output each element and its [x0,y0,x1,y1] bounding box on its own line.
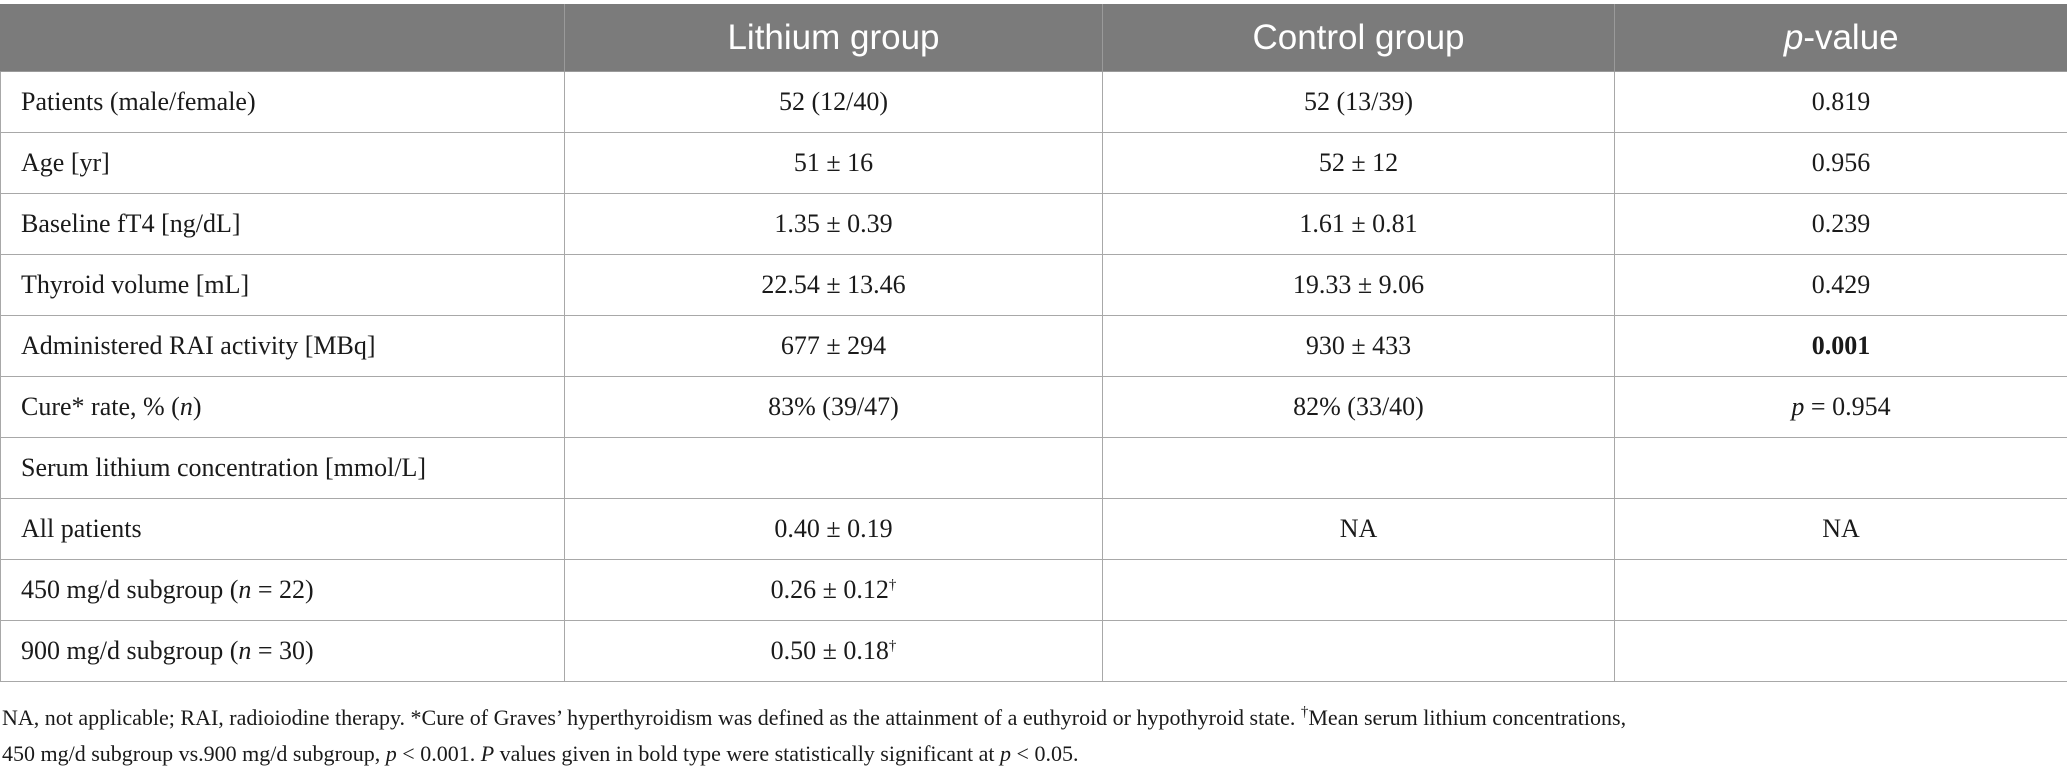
table-row: Serum lithium concentration [mmol/L] [0,437,2067,499]
row-label: Cure* rate, % (n) [0,376,565,438]
p-value: 0.429 [1614,254,2067,316]
footnote-line-2: 450 mg/d subgroup vs.900 mg/d subgroup, … [2,736,2042,772]
control-value: 82% (33/40) [1102,376,1615,438]
footnote-text: values given in bold type were statistic… [494,741,1001,766]
table-body: Patients (male/female) 52 (12/40) 52 (13… [0,71,2067,682]
label-italic-n: n [238,636,252,665]
table-row: Patients (male/female) 52 (12/40) 52 (13… [0,71,2067,133]
header-cell-empty [0,4,565,72]
table-header: Lithium group Control group p-value [0,4,2067,72]
row-label: Serum lithium concentration [mmol/L] [0,437,565,499]
control-value: 19.33 ± 9.06 [1102,254,1615,316]
table-row: Cure* rate, % (n) 83% (39/47) 82% (33/40… [0,376,2067,438]
table-footnotes: NA, not applicable; RAI, radioiodine the… [2,700,2042,772]
table-row: All patients 0.40 ± 0.19 NA NA [0,498,2067,560]
footnote-line-1: NA, not applicable; RAI, radioiodine the… [2,700,2042,736]
header-cell-control-group: Control group [1102,4,1615,72]
row-label: Patients (male/female) [0,71,565,133]
lithium-value: 0.40 ± 0.19 [564,498,1103,560]
p-rest: = 0.954 [1804,392,1891,421]
footnote-italic-p: p [385,741,397,766]
lithium-value: 83% (39/47) [564,376,1103,438]
footnote-italic-P: P [480,741,495,766]
label-text: = 22) [251,575,314,604]
lithium-value: 22.54 ± 13.46 [564,254,1103,316]
value-text: 0.50 ± 0.18 [770,636,889,665]
control-value [1102,437,1615,499]
label-text: 900 mg/d subgroup ( [21,636,239,665]
lithium-value: 0.50 ± 0.18† [564,620,1103,682]
p-value [1614,437,2067,499]
p-value [1614,620,2067,682]
lithium-value [564,437,1103,499]
table-row: Administered RAI activity [MBq] 677 ± 29… [0,315,2067,377]
lithium-value: 52 (12/40) [564,71,1103,133]
lithium-value: 677 ± 294 [564,315,1103,377]
control-value: 52 (13/39) [1102,71,1615,133]
footnote-text: Mean serum lithium concentrations, [1308,705,1627,730]
header-cell-lithium-group: Lithium group [564,4,1103,72]
lithium-value: 1.35 ± 0.39 [564,193,1103,255]
table-row: Baseline fT4 [ng/dL] 1.35 ± 0.39 1.61 ± … [0,193,2067,255]
lithium-value: 0.26 ± 0.12† [564,559,1103,621]
p-italic: p [1791,392,1805,421]
footnote-text: < 0.05. [1011,741,1079,766]
data-table: Lithium group Control group p-value Pati… [0,4,2067,682]
row-label: Administered RAI activity [MBq] [0,315,565,377]
table-row: 450 mg/d subgroup (n = 22) 0.26 ± 0.12† [0,559,2067,621]
control-value [1102,559,1615,621]
row-label: Baseline fT4 [ng/dL] [0,193,565,255]
header-row: Lithium group Control group p-value [0,4,2067,72]
p-value [1614,559,2067,621]
p-value: 0.956 [1614,132,2067,194]
label-italic-n: n [179,392,193,421]
control-value: 1.61 ± 0.81 [1102,193,1615,255]
row-label: All patients [0,498,565,560]
table-row: Thyroid volume [mL] 22.54 ± 13.46 19.33 … [0,254,2067,316]
row-label: Age [yr] [0,132,565,194]
control-value: NA [1102,498,1615,560]
dagger-mark: † [888,577,897,593]
control-value: 930 ± 433 [1102,315,1615,377]
footnote-text: < 0.001. [396,741,481,766]
control-value [1102,620,1615,682]
p-value-significant: 0.001 [1614,315,2067,377]
p-value: p = 0.954 [1614,376,2067,438]
data-table-container: Lithium group Control group p-value Pati… [0,4,2067,682]
row-label: Thyroid volume [mL] [0,254,565,316]
footnote-text: NA, not applicable; RAI, radioiodine the… [2,705,1301,730]
table-row: Age [yr] 51 ± 16 52 ± 12 0.956 [0,132,2067,194]
label-italic-n: n [238,575,252,604]
label-text: Cure* rate, % ( [21,392,180,421]
label-text: 450 mg/d subgroup ( [21,575,239,604]
lithium-value: 51 ± 16 [564,132,1103,194]
label-text: = 30) [251,636,314,665]
p-value: NA [1614,498,2067,560]
footnote-italic-p: p [1000,741,1012,766]
dagger-mark: † [1300,704,1309,720]
header-p-rest: -value [1803,17,1899,57]
table-row: 900 mg/d subgroup (n = 30) 0.50 ± 0.18† [0,620,2067,682]
row-label: 450 mg/d subgroup (n = 22) [0,559,565,621]
row-label: 900 mg/d subgroup (n = 30) [0,620,565,682]
value-text: 0.26 ± 0.12 [770,575,889,604]
header-p-italic: p [1783,17,1804,57]
dagger-mark: † [888,638,897,654]
header-cell-p-value: p-value [1614,4,2067,72]
p-value: 0.239 [1614,193,2067,255]
p-value: 0.819 [1614,71,2067,133]
footnote-text: 450 mg/d subgroup vs.900 mg/d subgroup, [2,741,386,766]
label-text: ) [192,392,202,421]
control-value: 52 ± 12 [1102,132,1615,194]
